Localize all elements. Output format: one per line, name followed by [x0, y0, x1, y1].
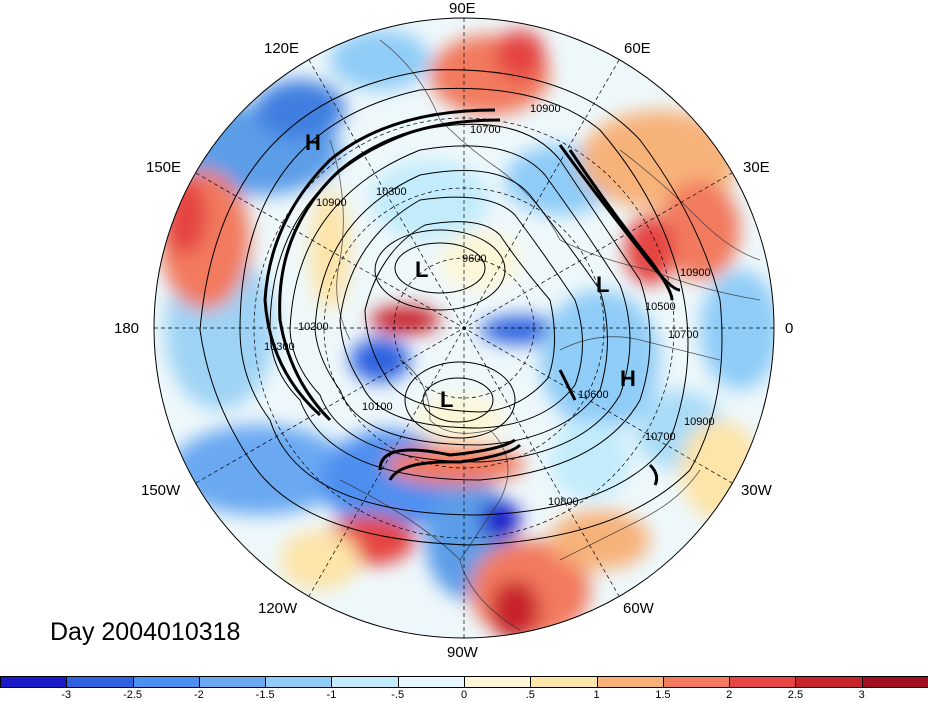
- contour-label: 10600: [578, 389, 609, 401]
- contour-label: 10500: [645, 301, 676, 313]
- contour-label: 10700: [645, 431, 676, 443]
- colorbar-tick-label: 2.5: [787, 689, 804, 701]
- lon-label-30e: 30E: [743, 159, 770, 176]
- colorbar-tick-label: -2: [193, 689, 204, 701]
- contour-label: 10300: [376, 186, 407, 198]
- colorbar-swatch: [729, 676, 797, 688]
- contour-label: 10700: [668, 329, 699, 341]
- colorbar-tick-label: -3: [61, 689, 72, 701]
- colorbar-tick-label: 2: [726, 689, 733, 701]
- contour-label: 10100: [362, 401, 393, 413]
- colorbar-swatch: [464, 676, 532, 688]
- lon-label-120w: 120W: [258, 600, 298, 617]
- colorbar-swatch: [132, 676, 200, 688]
- lon-label-150e: 150E: [146, 159, 182, 176]
- lon-label-150w: 150W: [141, 482, 181, 499]
- polar-map: 10700 10900 10900 10900 10700 10600 1050…: [153, 17, 775, 639]
- lon-label-90w: 90W: [447, 644, 478, 661]
- colorbar-swatch: [795, 676, 863, 688]
- lon-label-60e: 60E: [624, 40, 651, 57]
- high-pressure-marker: H: [620, 366, 636, 391]
- colorbar-swatch: [861, 676, 928, 688]
- height-contours: [199, 69, 723, 546]
- lon-label-60w: 60W: [623, 600, 654, 617]
- colorbar-tick-label: -.5: [391, 689, 405, 701]
- contour-label: 10800: [548, 496, 579, 508]
- colorbar-tick-label: .5: [525, 689, 535, 701]
- colorbar-tick-label: 1.5: [655, 689, 671, 701]
- lon-label-180: 180: [114, 320, 140, 337]
- colorbar-tick-label: -2.5: [123, 689, 143, 701]
- day-label: Day 2004010318: [50, 618, 241, 646]
- colorbar: -3 -2.5 -2 -1.5 -1 -.5 0 .5 1 1.5 2 2.5 3: [0, 676, 928, 702]
- lon-label-0: 0: [785, 320, 794, 337]
- lon-label-120e: 120E: [264, 40, 300, 57]
- colorbar-tick-label: -1: [326, 689, 337, 701]
- colorbar-swatch: [596, 676, 664, 688]
- contour-label: 10900: [684, 416, 715, 428]
- map-boundary: [153, 17, 775, 639]
- colorbar-swatch: [662, 676, 731, 688]
- contour-label: 10900: [316, 197, 347, 209]
- colorbar-tick-label: 0: [460, 689, 468, 701]
- colorbar-swatch: [66, 676, 134, 688]
- contour-label: 10900: [530, 103, 561, 115]
- contour-label: 10700: [470, 124, 501, 136]
- anomaly-field: [154, 18, 774, 638]
- colorbar-tick-label: 1: [593, 689, 600, 701]
- colorbar-swatch: [530, 676, 598, 688]
- colorbar-swatch: [265, 676, 333, 688]
- colorbar-swatch: [397, 676, 465, 688]
- colorbar-swatch: [331, 676, 399, 688]
- contour-label: 10900: [680, 267, 711, 279]
- contour-label: 9600: [462, 253, 486, 265]
- low-pressure-marker: L: [596, 272, 609, 297]
- colorbar-swatch: [198, 676, 267, 688]
- colorbar-tick-label: -1.5: [255, 689, 275, 701]
- graticule: [154, 18, 774, 638]
- high-pressure-marker: H: [305, 130, 321, 155]
- lon-label-90e: 90E: [449, 0, 476, 17]
- colorbar-swatch: [0, 676, 68, 688]
- low-pressure-marker: L: [440, 387, 453, 412]
- colorbar-tick-label: 3: [858, 689, 865, 701]
- low-pressure-marker: L: [415, 257, 428, 282]
- contour-label: 10200: [298, 321, 329, 333]
- lon-label-30w: 30W: [741, 482, 772, 499]
- contour-label: 10300: [264, 341, 295, 353]
